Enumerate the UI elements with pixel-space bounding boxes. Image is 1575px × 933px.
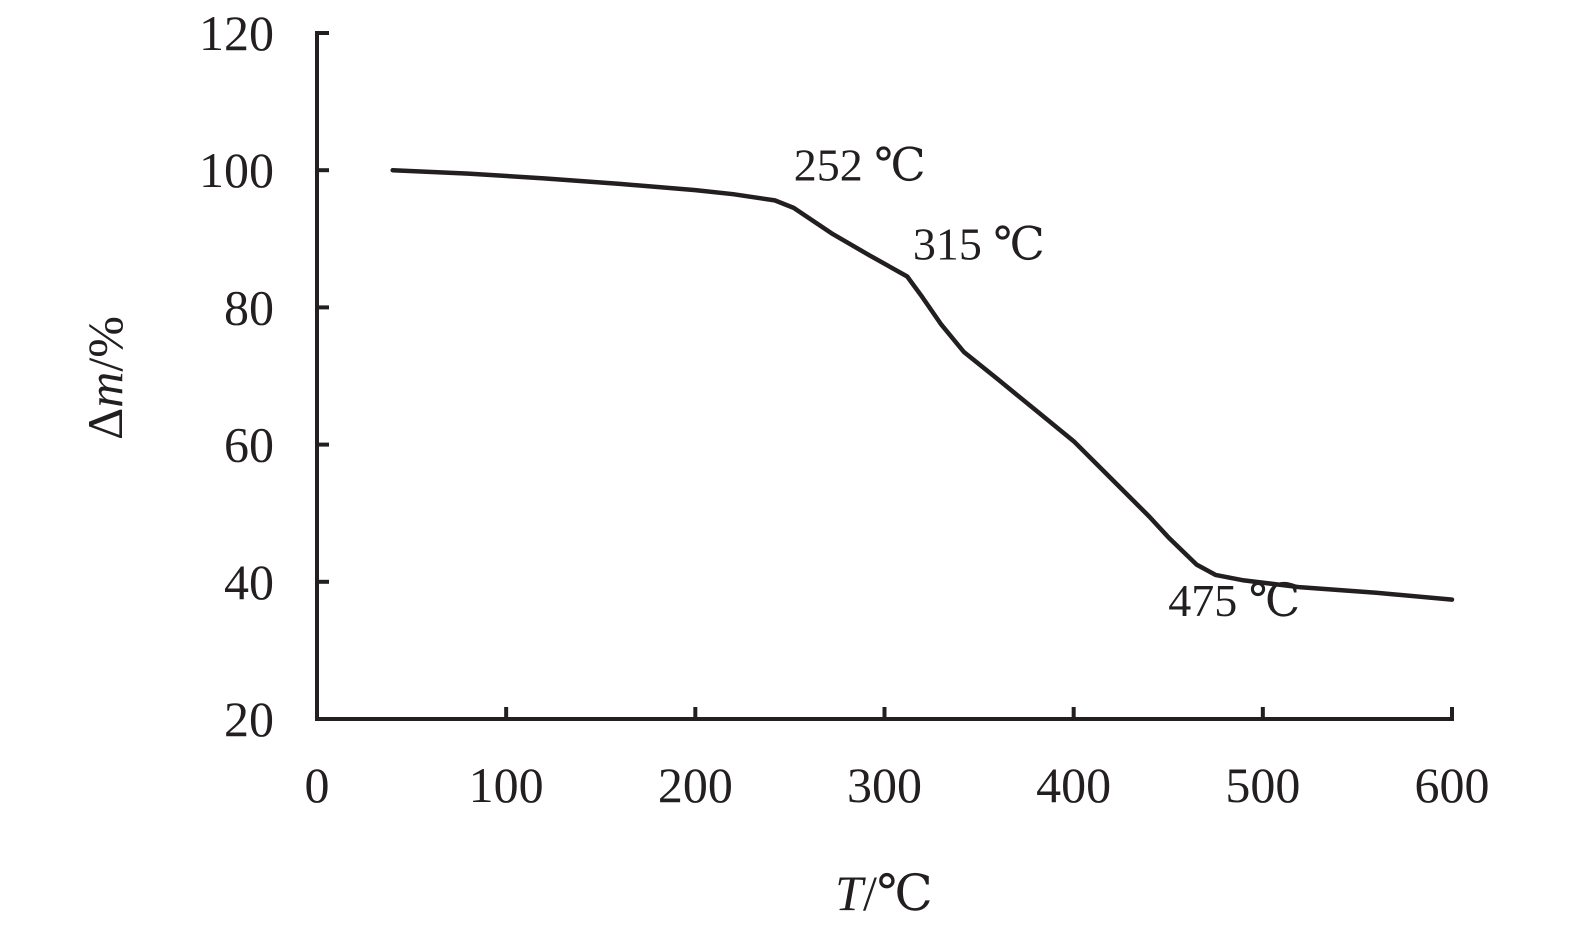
annotation-label: 252 ℃ [794,139,926,190]
series-group [390,167,1455,602]
annotation-label: 315 ℃ [913,218,1045,269]
x-axis-title-symbol: T [835,865,866,921]
x-tick-label: 600 [1415,757,1490,813]
y-tick-label: 120 [199,5,274,61]
y-axis-title-symbol: m [77,372,133,408]
x-tick-label: 400 [1036,757,1111,813]
x-tick-label: 100 [469,757,544,813]
y-tick-label: 20 [224,691,274,747]
y-tick-label: 80 [224,279,274,335]
annotations: 252 ℃ 315 ℃ 475 ℃ [794,139,1301,626]
x-axis-title: T/℃ [835,865,933,921]
x-axis-title-unit: /℃ [863,865,933,921]
y-ticks: 20 40 60 80 100 120 [199,5,329,747]
y-axis-title-prefix: Δ [77,408,133,440]
y-tick-label: 60 [224,417,274,473]
series-line [390,167,1455,602]
annotation-label: 475 ℃ [1168,575,1300,626]
x-tick-label: 300 [847,757,922,813]
x-tick-label: 500 [1225,757,1300,813]
y-axis-title: Δm/% [77,316,133,440]
x-tick-label: 0 [305,757,330,813]
y-tick-label: 100 [199,142,274,198]
x-ticks: 0 100 200 300 400 500 600 [305,707,1490,813]
x-tick-label: 200 [658,757,733,813]
y-tick-label: 40 [224,554,274,610]
y-axis-title-unit: /% [77,316,133,372]
